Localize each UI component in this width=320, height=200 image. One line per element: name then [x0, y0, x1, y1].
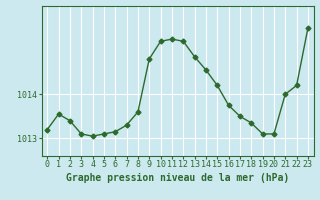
- X-axis label: Graphe pression niveau de la mer (hPa): Graphe pression niveau de la mer (hPa): [66, 173, 289, 183]
